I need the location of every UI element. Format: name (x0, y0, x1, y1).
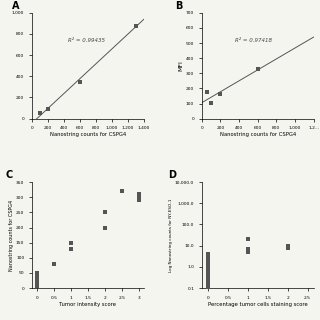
Point (35, 273, 40, 278)
Point (35, 284, 40, 289)
Point (37, 111, 43, 116)
Point (35, 271, 40, 276)
Point (35, 276, 40, 282)
Point (35, 274, 40, 279)
Point (205, 273, 211, 278)
Text: R² = 0.99435: R² = 0.99435 (68, 38, 105, 44)
Point (35, 282, 40, 287)
Point (205, 263, 211, 268)
Y-axis label: Log Nanostring counts for NY-ESO-1: Log Nanostring counts for NY-ESO-1 (169, 198, 173, 272)
Text: R² = 0.97418: R² = 0.97418 (236, 38, 272, 44)
Point (102, 225, 108, 230)
Point (205, 266, 211, 271)
Point (205, 275, 211, 280)
Point (68, 240, 74, 245)
Text: C: C (5, 170, 12, 180)
Point (205, 264, 211, 269)
X-axis label: Tumor intensity score: Tumor intensity score (60, 302, 116, 307)
Point (205, 260, 211, 266)
Point (35, 277, 40, 282)
Point (209, 100, 214, 105)
Point (68, 246, 74, 251)
Point (205, 256, 211, 261)
Point (218, 92, 223, 97)
Point (205, 279, 211, 284)
Point (245, 246, 250, 252)
Point (45, 107, 51, 112)
Point (205, 285, 211, 291)
Point (35, 283, 40, 288)
Point (245, 250, 250, 255)
Point (205, 258, 211, 263)
Text: D: D (168, 170, 176, 180)
Point (119, 189, 124, 194)
Point (52, 261, 57, 266)
Point (35, 278, 40, 283)
Point (35, 281, 40, 286)
Point (133, 23, 138, 28)
Point (205, 269, 211, 274)
Text: B: B (175, 1, 182, 11)
Point (35, 272, 40, 277)
Point (35, 279, 40, 284)
Point (205, 268, 211, 273)
Point (205, 277, 211, 282)
Point (136, 193, 141, 198)
Point (35, 275, 40, 280)
Point (77, 79, 83, 84)
Point (136, 198, 141, 203)
Point (205, 282, 211, 287)
Point (205, 265, 211, 270)
Point (35, 272, 40, 277)
Point (245, 237, 250, 242)
Point (205, 271, 211, 276)
Point (102, 210, 108, 215)
X-axis label: Percentage tumor cells staining score: Percentage tumor cells staining score (208, 302, 308, 307)
Point (35, 283, 40, 288)
Point (35, 279, 40, 284)
Point (136, 195, 141, 200)
Point (205, 252, 211, 257)
Point (205, 254, 211, 259)
Text: A: A (12, 1, 20, 11)
Point (255, 66, 260, 71)
Point (136, 192, 141, 197)
Point (136, 196, 141, 201)
X-axis label: Nanostring counts for CSPG4: Nanostring counts for CSPG4 (50, 132, 126, 137)
Y-axis label: MFI: MFI (178, 60, 183, 71)
Point (35, 280, 40, 285)
Point (35, 276, 40, 281)
Point (205, 90, 210, 95)
X-axis label: Nanostring counts for CSPG4: Nanostring counts for CSPG4 (220, 132, 296, 137)
Point (285, 245, 290, 250)
Y-axis label: Nanostring counts for CSPG4: Nanostring counts for CSPG4 (9, 199, 14, 271)
Point (285, 243, 290, 248)
Point (285, 244, 290, 249)
